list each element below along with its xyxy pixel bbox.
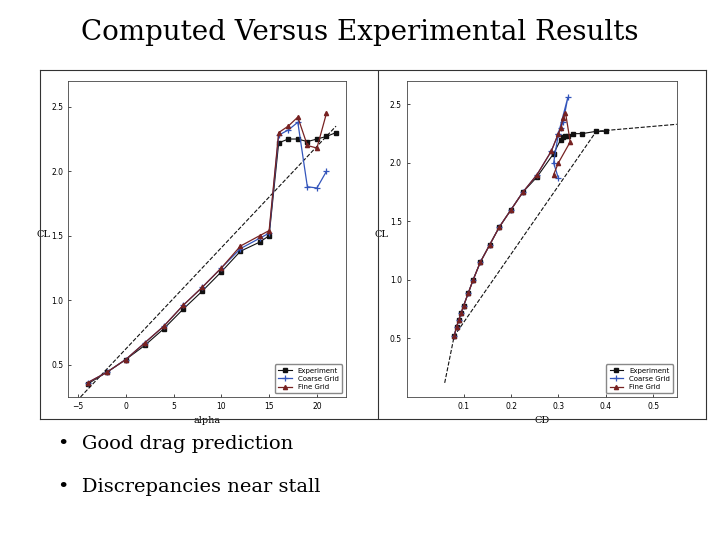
Y-axis label: CL: CL bbox=[36, 230, 50, 239]
Y-axis label: CL: CL bbox=[374, 230, 389, 239]
Legend: Experiment, Coarse Grid, Fine Grid: Experiment, Coarse Grid, Fine Grid bbox=[275, 364, 342, 394]
Text: •  Discrepancies near stall: • Discrepancies near stall bbox=[58, 478, 320, 496]
Text: •  Good drag prediction: • Good drag prediction bbox=[58, 435, 293, 453]
Text: Computed Versus Experimental Results: Computed Versus Experimental Results bbox=[81, 19, 639, 46]
X-axis label: CD: CD bbox=[534, 416, 549, 426]
X-axis label: alpha: alpha bbox=[194, 416, 220, 426]
Legend: Experiment, Coarse Grid, Fine Grid: Experiment, Coarse Grid, Fine Grid bbox=[606, 364, 673, 394]
